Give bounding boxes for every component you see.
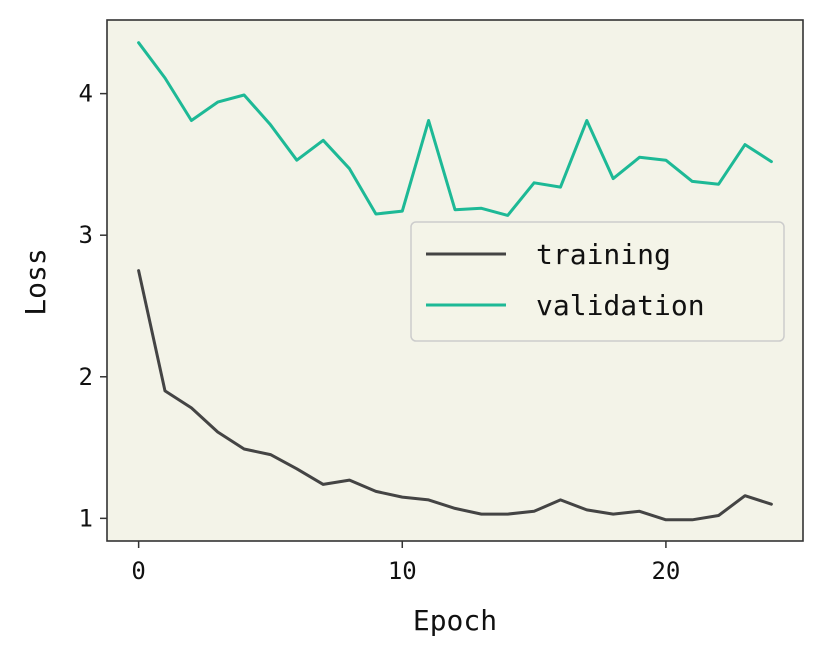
plot-frame <box>106 19 804 542</box>
y-axis-ticks: 1 2 3 4 <box>79 80 107 532</box>
series-line-validation <box>137 41 773 217</box>
x-tick-label: 10 <box>388 557 417 585</box>
x-axis-ticks: 0 10 20 <box>131 541 680 585</box>
legend: training validation <box>410 221 785 342</box>
y-tick-label: 2 <box>79 363 93 391</box>
legend-label-validation: validation <box>536 289 705 322</box>
y-tick-label: 3 <box>79 221 93 249</box>
x-tick-label: 20 <box>651 557 680 585</box>
legend-label-training: training <box>536 238 671 271</box>
x-axis-label: Epoch <box>413 604 497 637</box>
series-layer <box>137 41 773 522</box>
x-tick-label: 0 <box>131 557 145 585</box>
y-axis-label: Loss <box>19 248 52 315</box>
legend-box <box>410 221 785 342</box>
series-line-training <box>137 269 773 522</box>
y-tick-label: 1 <box>79 504 93 532</box>
y-tick-label: 4 <box>79 80 93 108</box>
